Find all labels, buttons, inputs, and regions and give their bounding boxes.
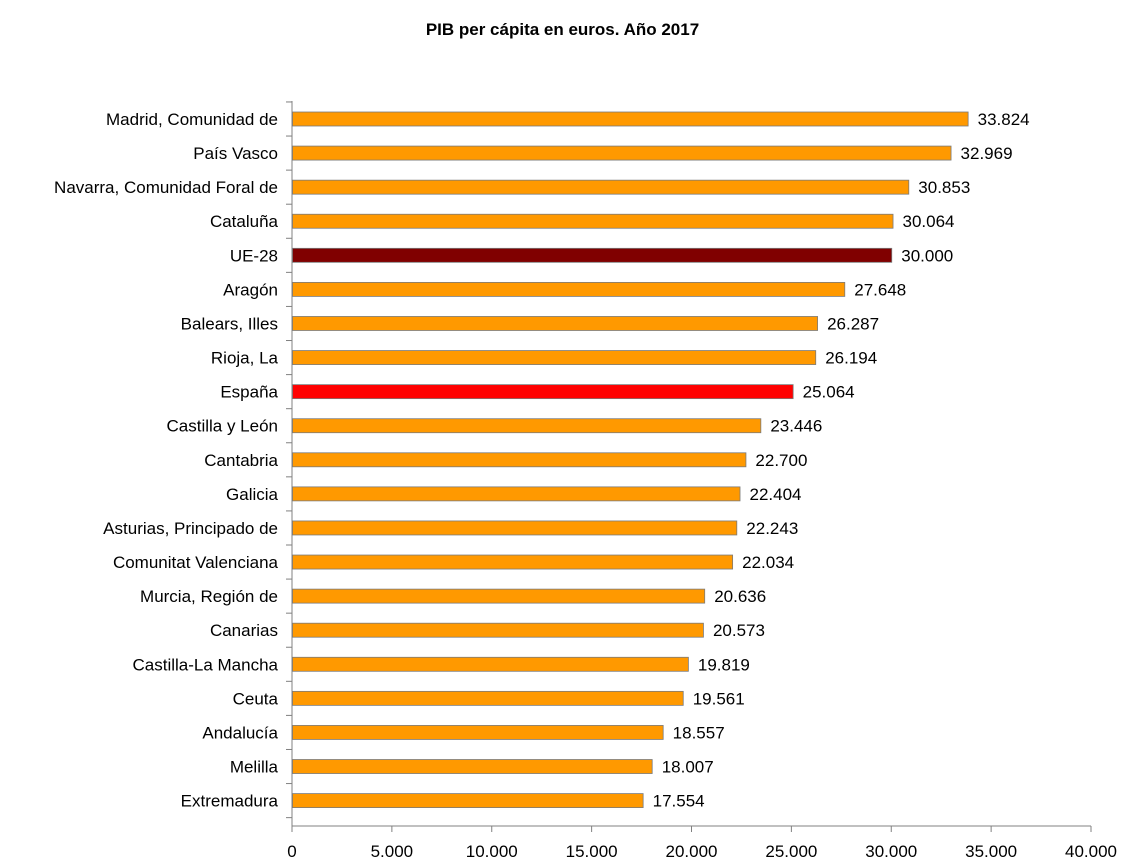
x-tick-label: 40.000 [1065, 842, 1117, 861]
bar [292, 690, 684, 706]
chart-title: PIB per cápita en euros. Año 2017 [425, 20, 700, 39]
bar [292, 520, 738, 536]
value-label: 18.007 [662, 758, 714, 777]
value-label: 30.853 [918, 178, 970, 197]
value-label: 33.824 [978, 110, 1030, 129]
category-label: Balears, Illes [181, 314, 278, 333]
value-label: 20.636 [714, 587, 766, 606]
labels: Madrid, Comunidad de 33.824 País Vasco 32.9… [54, 110, 1030, 811]
value-label: 23.446 [770, 417, 822, 436]
bars [292, 111, 969, 808]
value-label: 30.000 [901, 246, 953, 265]
category-label: Rioja, La [211, 349, 279, 368]
bar [292, 316, 818, 331]
bar [292, 486, 741, 502]
x-tick-label: 5.000 [371, 842, 414, 861]
bar [292, 418, 762, 434]
value-label: 19.561 [693, 689, 745, 708]
value-label: 22.700 [755, 451, 807, 470]
category-label: Murcia, Región de [140, 587, 278, 606]
value-label: 20.573 [713, 621, 765, 640]
bar [292, 759, 653, 774]
category-label: Aragón [223, 280, 278, 299]
bar [292, 145, 952, 161]
category-label: Cataluña [210, 212, 279, 231]
bar [292, 384, 794, 400]
category-label: Navarra, Comunidad Foral de [54, 178, 278, 197]
bar [292, 725, 664, 740]
category-label: Madrid, Comunidad de [106, 110, 278, 129]
category-label: Canarias [210, 621, 278, 640]
category-label: Andalucía [202, 723, 278, 742]
category-label: Extremadura [181, 792, 279, 811]
x-tick-label: 30.000 [865, 842, 917, 861]
value-label: 22.404 [750, 485, 802, 504]
x-tick-label: 20.000 [666, 842, 718, 861]
value-label: 30.064 [903, 212, 955, 231]
category-label: País Vasco [193, 144, 278, 163]
value-label: 17.554 [653, 792, 705, 811]
category-label: Castilla-La Mancha [132, 655, 278, 674]
category-label: Asturias, Principado de [103, 519, 278, 538]
category-label: España [220, 383, 278, 402]
category-label: Comunitat Valenciana [113, 553, 279, 572]
value-label: 25.064 [803, 383, 855, 402]
bar [292, 179, 910, 195]
category-label: Castilla y León [166, 417, 278, 436]
value-label: 27.648 [854, 280, 906, 299]
bar [292, 656, 689, 672]
x-tick-label: 10.000 [466, 842, 518, 861]
category-label: Melilla [230, 758, 279, 777]
value-label: 22.243 [746, 519, 798, 538]
bar [292, 111, 969, 127]
bar [292, 554, 734, 570]
x-tick-label: 25.000 [765, 842, 817, 861]
value-label: 26.194 [825, 349, 877, 368]
x-tick-label: 0 [287, 842, 296, 861]
axes: 0 5.000 10.000 15.000 20.000 25.000 30.000 35.0… [286, 101, 1117, 861]
value-label: 32.969 [961, 144, 1013, 163]
bar [292, 588, 706, 604]
bar [292, 247, 893, 263]
category-label: Ceuta [233, 689, 279, 708]
category-label: Cantabria [204, 451, 278, 470]
value-label: 26.287 [827, 314, 879, 333]
category-label: UE-28 [230, 246, 278, 265]
value-label: 19.819 [698, 655, 750, 674]
x-tick-label: 35.000 [965, 842, 1017, 861]
bar [292, 622, 704, 638]
bar [292, 350, 817, 365]
category-label: Galicia [226, 485, 279, 504]
bar [292, 452, 747, 468]
bar [292, 213, 894, 229]
x-tick-label: 15.000 [566, 842, 618, 861]
value-label: 18.557 [673, 723, 725, 742]
bar [292, 281, 846, 297]
value-label: 22.034 [742, 553, 794, 572]
bar [292, 793, 644, 808]
